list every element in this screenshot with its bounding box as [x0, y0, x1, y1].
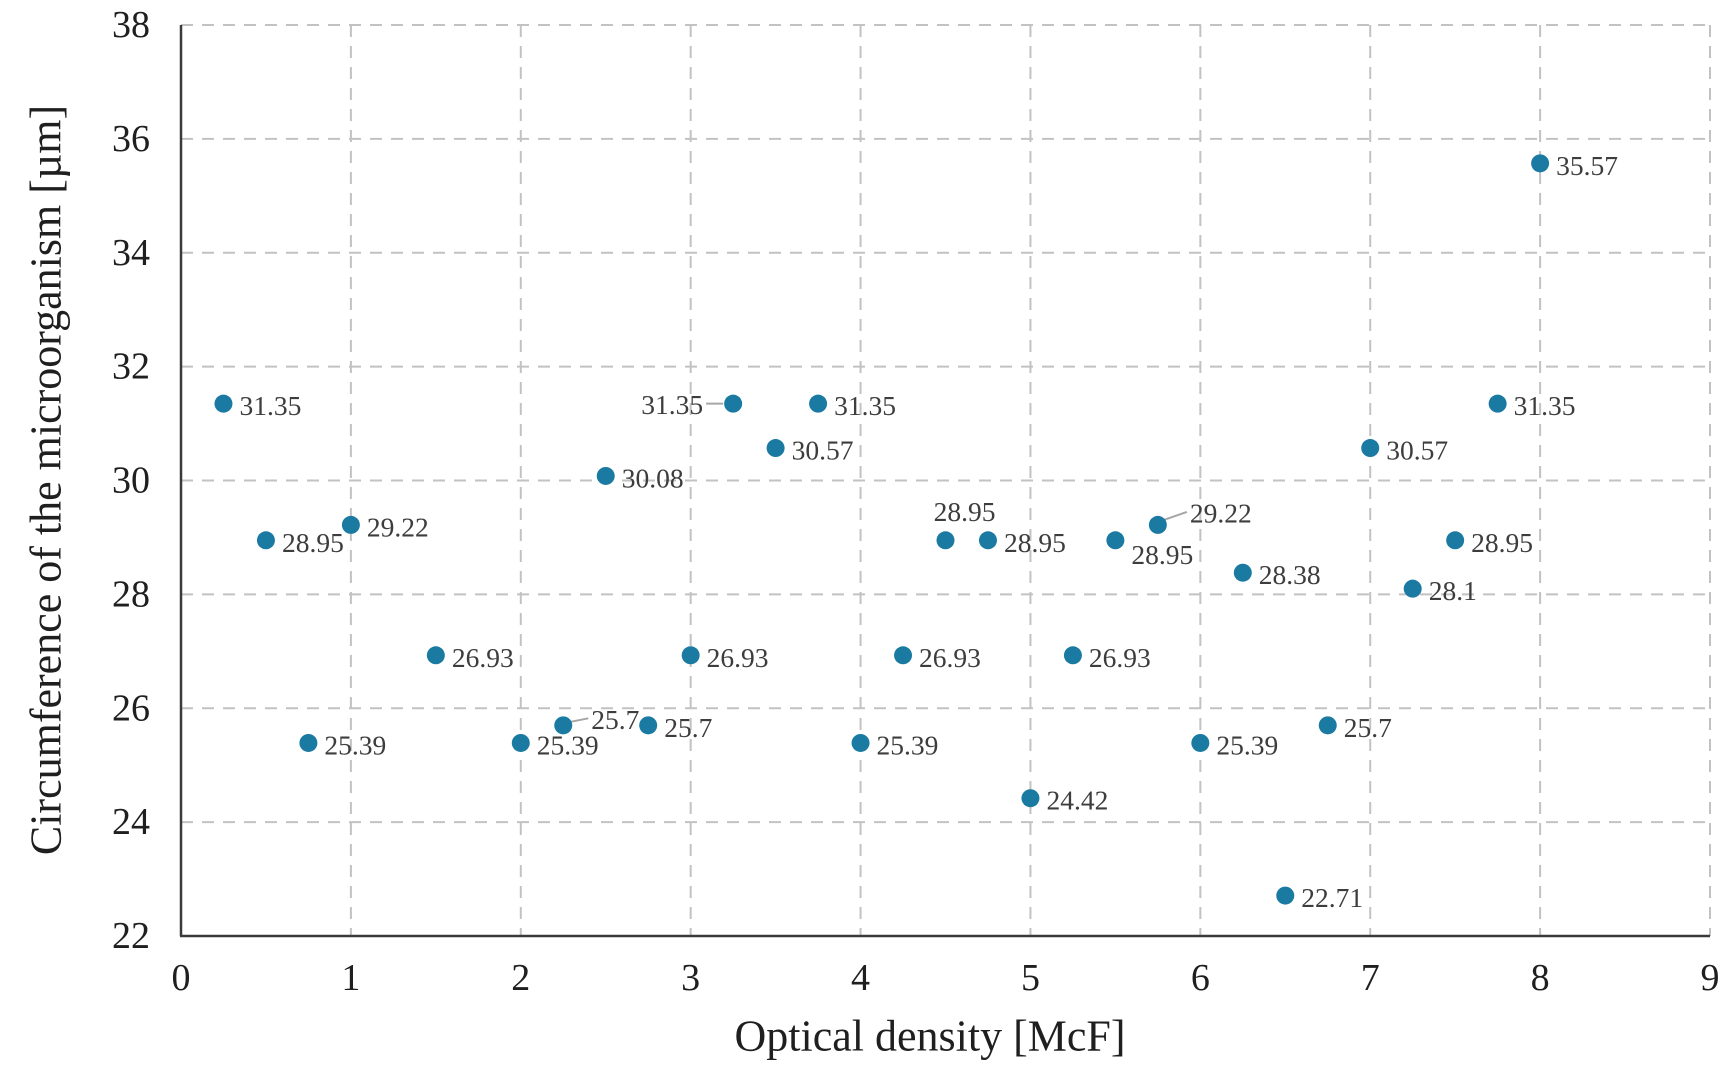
y-tick-label: 30	[112, 460, 150, 502]
data-point-label: 35.57	[1556, 150, 1618, 181]
data-point	[936, 531, 955, 550]
data-point-label: 22.71	[1301, 882, 1363, 913]
data-point-label: 25.7	[1344, 712, 1392, 743]
data-point	[341, 515, 360, 534]
x-tick-label: 1	[341, 957, 360, 999]
data-point-label: 25.39	[1216, 729, 1278, 760]
data-point-label: 28.95	[934, 496, 996, 527]
data-point	[1063, 646, 1082, 665]
y-tick-label: 38	[112, 4, 150, 46]
data-point-label: 30.57	[792, 435, 854, 466]
data-point	[766, 439, 785, 458]
data-point	[1531, 154, 1550, 173]
data-point	[256, 531, 275, 550]
data-point	[724, 394, 743, 413]
data-point	[1148, 515, 1167, 534]
data-point-label: 24.42	[1046, 785, 1108, 816]
data-point	[639, 716, 658, 735]
data-point-label: 31.35	[834, 390, 896, 421]
data-point-label: 28.95	[282, 527, 344, 558]
data-point-label: 25.7	[664, 712, 712, 743]
data-point	[426, 646, 445, 665]
y-tick-label: 34	[112, 232, 150, 274]
x-tick-label: 0	[172, 957, 191, 999]
data-point-label: 29.22	[1190, 497, 1252, 528]
y-tick-label: 22	[112, 915, 150, 957]
y-tick-label: 28	[112, 573, 150, 615]
data-point-label: 29.22	[367, 511, 429, 542]
data-point-label: 31.35	[239, 390, 301, 421]
data-point	[1233, 563, 1252, 582]
label-leader	[1163, 510, 1188, 521]
data-point	[1021, 789, 1040, 808]
data-point-label: 28.1	[1429, 575, 1477, 606]
y-tick-label: 32	[112, 346, 150, 388]
data-point-label: 30.08	[622, 462, 684, 493]
data-point	[554, 716, 573, 735]
gridlines	[181, 24, 1711, 936]
data-point	[894, 646, 913, 665]
x-tick-label: 7	[1361, 957, 1380, 999]
y-tick-label: 26	[112, 687, 150, 729]
y-tick-label: 36	[112, 118, 150, 160]
x-tick-label: 4	[851, 957, 870, 999]
data-point	[1361, 439, 1380, 458]
data-point-label: 28.95	[1471, 527, 1533, 558]
data-point-label: 26.93	[1089, 642, 1151, 673]
label-leader	[568, 717, 589, 724]
x-tick-label: 5	[1021, 957, 1040, 999]
data-point	[596, 466, 615, 485]
x-tick-label: 6	[1191, 957, 1210, 999]
data-point	[978, 531, 997, 550]
data-point-label: 31.35	[1514, 390, 1576, 421]
x-axis-title: Optical density [McF]	[734, 1012, 1125, 1061]
data-point-label: 26.93	[707, 642, 769, 673]
data-point-labels: 31.3528.9525.3929.2226.9325.3925.730.082…	[239, 150, 1618, 913]
x-tick-label: 3	[681, 957, 700, 999]
data-point-label: 25.39	[537, 729, 599, 760]
data-point-label: 30.57	[1386, 435, 1448, 466]
label-leader-lines	[568, 402, 1188, 724]
x-tick-label: 2	[511, 957, 530, 999]
data-point	[1403, 579, 1422, 598]
data-point	[1488, 394, 1507, 413]
data-point-label: 31.35	[641, 389, 703, 420]
data-point	[1276, 886, 1295, 905]
data-point	[851, 733, 870, 752]
x-tick-label: 8	[1531, 957, 1550, 999]
data-point	[1318, 716, 1337, 735]
y-axis-title: Circumference of the microorganism [µm]	[22, 105, 71, 855]
y-tick-label: 24	[112, 801, 150, 843]
data-point	[681, 646, 700, 665]
data-point	[1191, 733, 1210, 752]
data-point-label: 26.93	[919, 642, 981, 673]
data-point-label: 26.93	[452, 642, 514, 673]
data-point	[1106, 531, 1125, 550]
x-tick-label: 9	[1701, 957, 1720, 999]
data-point	[214, 394, 233, 413]
data-point-label: 28.95	[1004, 527, 1066, 558]
data-point	[299, 733, 318, 752]
data-points	[214, 154, 1550, 905]
data-point-label: 25.39	[877, 729, 939, 760]
data-point-label: 28.38	[1259, 559, 1321, 590]
data-point	[1446, 531, 1465, 550]
axes	[179, 25, 1710, 938]
data-point-label: 25.7	[591, 704, 639, 735]
data-point	[809, 394, 828, 413]
data-point	[511, 733, 530, 752]
data-point-label: 25.39	[324, 729, 386, 760]
data-point-label: 28.95	[1131, 539, 1193, 570]
